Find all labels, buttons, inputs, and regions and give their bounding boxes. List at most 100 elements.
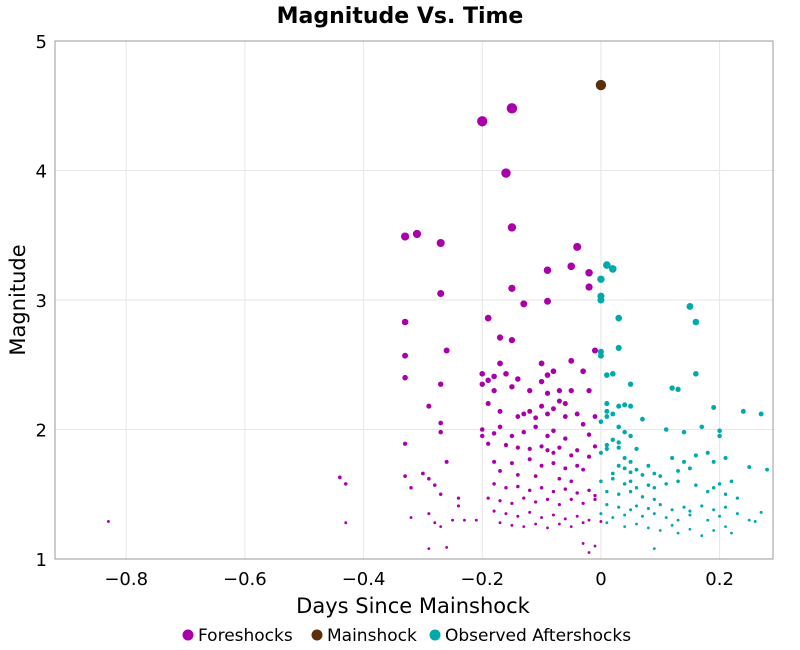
data-point [652, 486, 657, 490]
data-point [610, 437, 615, 443]
data-point [735, 512, 739, 516]
data-point [615, 344, 622, 351]
data-point [522, 496, 526, 500]
data-point [706, 518, 710, 522]
data-point [527, 488, 532, 493]
data-point [640, 495, 645, 499]
data-point [587, 454, 592, 459]
grid-lines [55, 40, 773, 560]
data-point [427, 512, 431, 516]
data-point [623, 525, 627, 529]
data-point [634, 446, 639, 452]
data-point [586, 387, 592, 394]
data-point [462, 518, 466, 522]
data-point [646, 526, 650, 530]
data-point [652, 471, 657, 476]
data-point [538, 360, 545, 367]
data-point [663, 427, 669, 432]
data-point [509, 461, 514, 466]
data-point [509, 433, 515, 439]
data-point [597, 352, 604, 359]
data-point [426, 403, 432, 409]
data-point [540, 516, 544, 520]
data-point [706, 489, 710, 494]
data-point [498, 469, 502, 473]
data-point [568, 387, 574, 394]
data-point [581, 467, 586, 472]
data-point [543, 266, 552, 274]
data-point [658, 529, 662, 532]
data-point [421, 471, 425, 476]
data-point [581, 521, 585, 525]
series-foreshocks [106, 103, 603, 554]
data-point [616, 440, 621, 445]
data-point [437, 289, 445, 298]
data-point [712, 529, 716, 532]
data-point [516, 484, 520, 489]
legend-marker [429, 629, 441, 641]
data-point [574, 411, 580, 417]
data-point [681, 459, 686, 464]
data-point [622, 466, 627, 471]
data-point [585, 283, 593, 291]
data-point [616, 445, 621, 450]
data-point [477, 116, 488, 127]
data-point [563, 466, 568, 471]
data-point [551, 513, 555, 517]
data-point [567, 262, 576, 271]
data-point [527, 408, 533, 414]
data-point [486, 496, 490, 500]
data-point [451, 518, 455, 522]
data-point [575, 491, 579, 495]
data-point [516, 514, 520, 518]
data-point [628, 489, 633, 494]
data-point [688, 509, 692, 513]
data-point [585, 269, 593, 277]
data-point [533, 415, 539, 421]
data-point [622, 482, 627, 486]
data-point [581, 542, 585, 545]
data-point [515, 376, 521, 382]
data-point [534, 522, 538, 526]
data-point [426, 476, 431, 481]
data-point [711, 486, 716, 490]
data-point [676, 518, 680, 522]
y-tick-label: 2 [36, 421, 47, 442]
data-point [605, 503, 609, 507]
data-point [586, 432, 592, 437]
data-point [343, 482, 348, 486]
data-point [507, 223, 517, 232]
data-point [705, 450, 710, 455]
data-point [485, 377, 491, 384]
data-point [538, 378, 545, 385]
data-point [599, 512, 603, 516]
data-point [521, 429, 527, 435]
data-point [557, 522, 561, 526]
data-point [444, 459, 449, 464]
data-point [437, 381, 444, 387]
data-point [610, 471, 615, 476]
x-tick-label: −0.4 [342, 569, 386, 590]
data-point [640, 514, 644, 518]
data-point [711, 459, 716, 464]
data-point [593, 493, 597, 498]
data-point [575, 448, 580, 453]
data-point [563, 487, 568, 491]
data-point [597, 275, 605, 283]
data-point [608, 265, 617, 273]
data-point [646, 483, 651, 487]
data-point [617, 492, 621, 496]
data-point [747, 518, 751, 522]
data-point [670, 455, 675, 461]
data-point [557, 445, 562, 450]
data-point [484, 314, 492, 322]
data-point [587, 518, 591, 522]
data-point [688, 513, 692, 517]
data-point [593, 497, 597, 502]
data-point [693, 453, 698, 458]
data-point [492, 459, 497, 464]
data-point [723, 492, 728, 496]
data-point [545, 448, 550, 453]
data-point [724, 525, 727, 529]
